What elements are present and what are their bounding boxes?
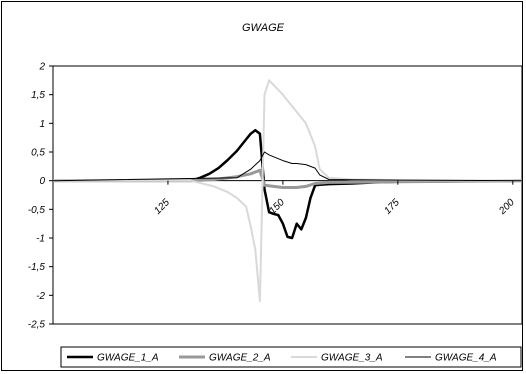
plot-area: [52, 65, 523, 325]
y-tick-label: 0,5: [31, 148, 45, 159]
y-axis: 2 1,5 1 0,5 0 -0,5 -1 -1,5 -2 -2,5: [28, 62, 53, 331]
chart-title: GWAGE: [242, 22, 285, 34]
y-tick-label: -1,5: [28, 262, 46, 273]
y-tick-label: 1,5: [31, 90, 45, 101]
legend-label: GWAGE_2_A: [209, 353, 271, 364]
series-lines: [52, 79, 523, 303]
series-line-gwage-1-a: [53, 128, 523, 240]
series-line-gwage-4-a: [52, 151, 523, 182]
series-line-gwage-3-a: [53, 79, 523, 303]
legend-label: GWAGE_3_A: [321, 353, 383, 364]
legend-label: GWAGE_4_A: [435, 353, 497, 364]
legend: GWAGE_1_A GWAGE_2_A GWAGE_3_A GWAGE_4_A: [60, 346, 522, 368]
y-tick-label: -2,5: [28, 320, 46, 331]
y-tick-label: -2: [36, 291, 45, 302]
y-tick-label: -0,5: [28, 205, 46, 216]
legend-label: GWAGE_1_A: [97, 353, 159, 364]
series-line-gwage-2-a: [53, 168, 523, 189]
y-tick-label: -1: [36, 234, 45, 245]
y-tick-label: 1: [39, 119, 45, 130]
y-tick-label: 2: [38, 62, 45, 73]
y-tick-label: 0: [39, 176, 45, 187]
